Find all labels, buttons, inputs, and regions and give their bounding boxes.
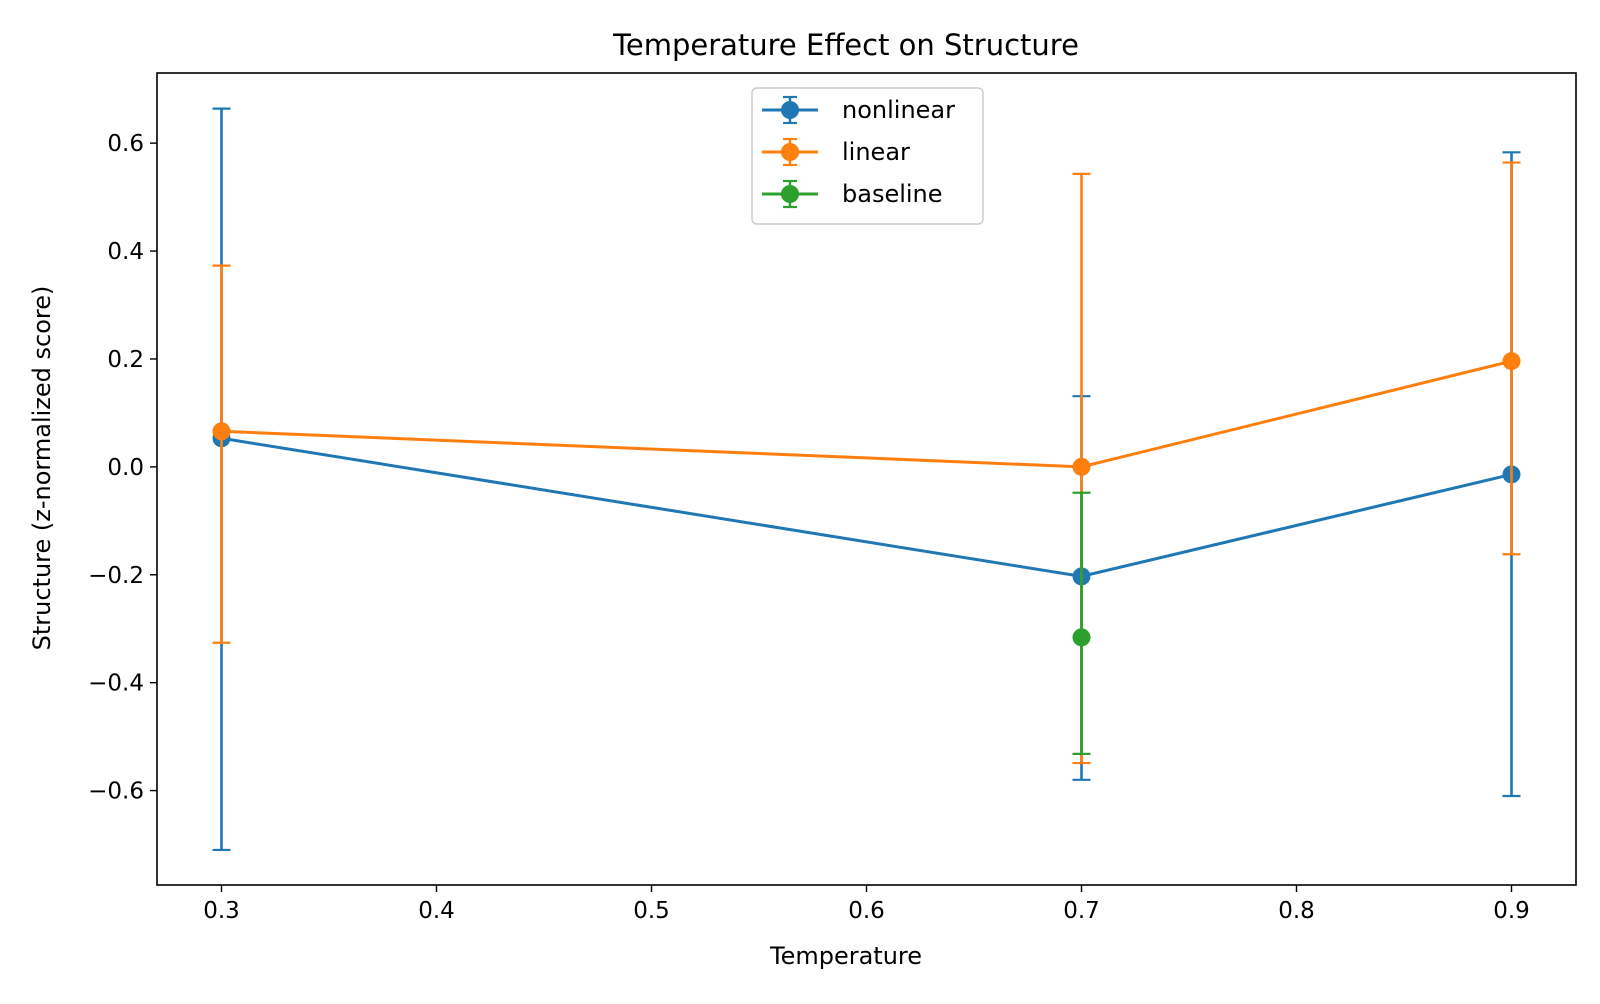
x-tick-label: 0.9 [1493,898,1530,924]
y-tick-label: 0.4 [107,239,144,265]
legend-marker-linear [781,143,799,161]
legend-box [751,87,984,225]
legend-label-linear: linear [842,138,910,166]
series-linear [212,161,1521,765]
legend-label-baseline: baseline [842,180,943,208]
x-tick-label: 0.8 [1278,898,1315,924]
data-point-linear [1502,352,1521,371]
chart-title: Temperature Effect on Structure [612,28,1079,62]
x-tick-label: 0.7 [1063,898,1100,924]
data-point-linear [212,422,231,441]
x-tick-label: 0.6 [848,898,885,924]
y-tick-label: −0.6 [88,779,144,805]
legend-marker-nonlinear [781,101,799,119]
legend-label-nonlinear: nonlinear [842,96,955,124]
y-tick-label: −0.4 [88,671,144,697]
y-tick-label: −0.2 [88,563,144,589]
x-tick-label: 0.4 [418,898,455,924]
series-baseline [1072,491,1091,755]
series-line-linear [221,359,1512,469]
y-tick-label: 0.0 [107,455,144,481]
y-tick-label: 0.2 [107,347,144,373]
legend: nonlinear linear baseline [751,87,984,225]
x-tick-label: 0.5 [633,898,670,924]
plot-area: 0.3 0.4 0.5 0.6 0.7 0.8 0.9 −0.6 −0.4 −0.2 0.0 0.2 0… [88,72,1577,924]
x-axis-label: Temperature [769,942,922,970]
x-tick-label: 0.3 [203,898,240,924]
y-tick-label: 0.6 [107,131,144,157]
data-point-baseline [1072,628,1091,647]
y-axis-label: Structure (z-normalized score) [28,286,56,651]
data-point-linear [1072,457,1091,476]
legend-marker-baseline [781,185,799,203]
